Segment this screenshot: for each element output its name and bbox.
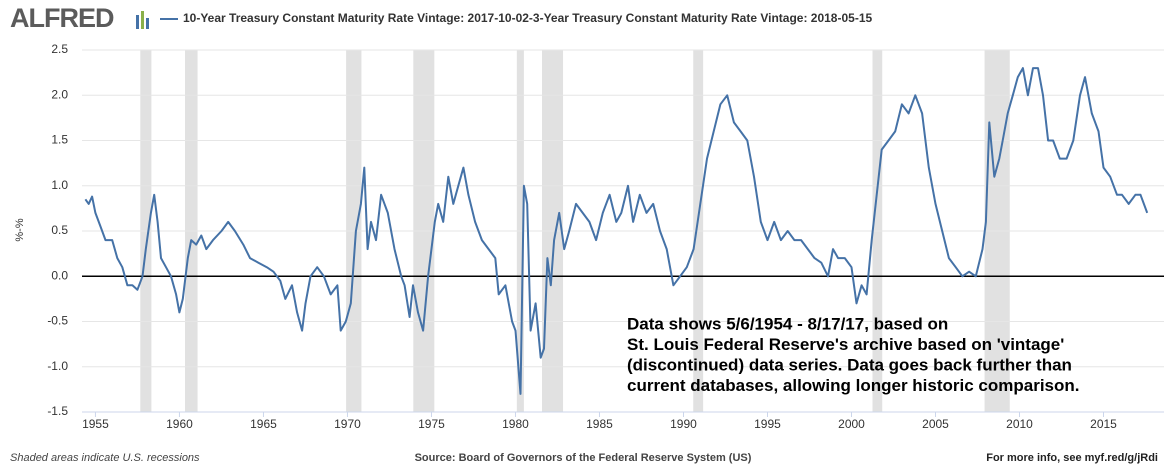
y-axis-label: %-%: [14, 218, 26, 241]
logo-bar: [146, 18, 149, 29]
x-tick-label: 1975: [418, 417, 445, 431]
y-tick-label: -0.5: [47, 314, 68, 328]
x-tick-label: 1955: [82, 417, 109, 431]
x-tick-label: 2000: [838, 417, 865, 431]
y-tick-label: 0.0: [51, 268, 68, 282]
annotation: current databases, allowing longer histo…: [627, 376, 1080, 395]
x-tick-label: 1970: [334, 417, 361, 431]
x-tick-label: 1985: [586, 417, 613, 431]
y-tick-label: 1.0: [51, 178, 68, 192]
footer-info: For more info, see myf.red/g/jRdi: [986, 452, 1158, 464]
logo-bar: [136, 15, 139, 29]
data-line: [84, 67, 1149, 395]
x-tick-label: 1990: [670, 417, 697, 431]
x-tick-label: 2005: [922, 417, 949, 431]
y-tick-label: 1.5: [51, 133, 68, 147]
y-tick-label: -1.0: [47, 359, 68, 373]
annotation: (discontinued) data series. Data goes ba…: [627, 355, 1072, 374]
x-tick-label: 2010: [1006, 417, 1033, 431]
legend-label: 10-Year Treasury Constant Maturity Rate …: [183, 11, 872, 25]
footer-note: Shaded areas indicate U.S. recessions: [10, 452, 200, 464]
y-tick-label: -1.5: [47, 404, 68, 418]
y-tick-label: 2.5: [51, 42, 68, 56]
x-tick-label: 1980: [502, 417, 529, 431]
x-tick-label: 1995: [754, 417, 781, 431]
logo-bar: [141, 11, 144, 29]
y-tick-label: 0.5: [51, 223, 68, 237]
logo: ALFRED: [10, 3, 114, 33]
footer-source: Source: Board of Governors of the Federa…: [415, 452, 752, 464]
x-tick-label: 1965: [250, 417, 277, 431]
x-tick-label: 1960: [166, 417, 193, 431]
annotation: Data shows 5/6/1954 - 8/17/17, based on: [627, 314, 948, 333]
y-tick-label: 2.0: [51, 87, 68, 101]
x-tick-label: 2015: [1090, 417, 1117, 431]
annotation: St. Louis Federal Reserve's archive base…: [627, 335, 1064, 354]
logo-icon: [136, 11, 149, 29]
